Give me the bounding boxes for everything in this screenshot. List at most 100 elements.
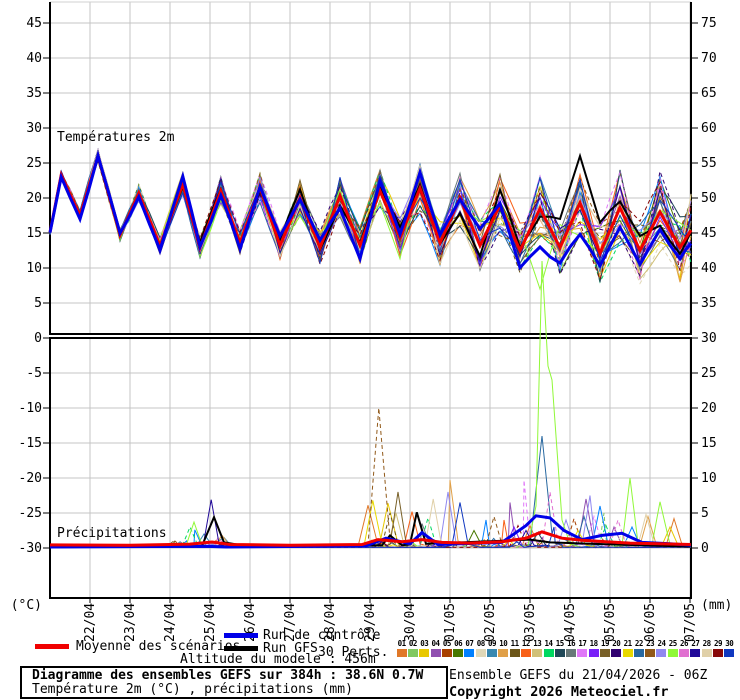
left-tick-label: -15 (19, 436, 42, 451)
right-tick-label: 35 (701, 296, 717, 311)
pert-color-square (430, 649, 441, 657)
right-tick-label: 20 (701, 401, 717, 416)
pert-number: 04 (431, 639, 441, 648)
diagram-title: Diagramme des ensembles GEFS sur 384h : … (32, 668, 424, 683)
pert-swatch-28: 28 (701, 639, 712, 657)
precip-member-10 (49, 480, 691, 548)
pert-color-square (588, 649, 599, 657)
pert-swatch-22: 22 (633, 639, 644, 657)
pert-swatch-18: 18 (588, 639, 599, 657)
pert-color-square (690, 649, 701, 657)
left-tick-label: -5 (26, 366, 42, 381)
pert-swatch-04: 04 (430, 639, 441, 657)
pert-swatch-08: 08 (475, 639, 486, 657)
pert-color-square (419, 649, 430, 657)
left-tick-label: 0 (34, 331, 42, 346)
pert-color-square (487, 649, 498, 657)
diagram-title-box: Diagramme des ensembles GEFS sur 384h : … (20, 666, 448, 699)
pert-number: 05 (442, 639, 452, 648)
pert-color-square (645, 649, 656, 657)
pert-swatch-07: 07 (464, 639, 475, 657)
pert-color-square (712, 649, 723, 657)
pert-color-square (532, 649, 543, 657)
pert-number: 03 (420, 639, 429, 648)
left-axis-unit-label: (°C) (11, 598, 42, 613)
pert-swatch-19: 19 (599, 639, 610, 657)
precip-section-label: Précipitations (57, 526, 167, 541)
right-tick-label: 15 (701, 436, 717, 451)
pert-color-square (453, 649, 464, 657)
pert-number: 29 (713, 639, 723, 648)
x-date-label: 24/04 (163, 603, 178, 642)
pert-number: 28 (702, 639, 712, 648)
legend-mean-label: Moyenne des scénarios (76, 639, 241, 654)
x-date-label: 27/04 (283, 603, 298, 642)
pert-number: 26 (680, 639, 689, 648)
pert-number: 13 (533, 639, 542, 648)
pert-number: 11 (510, 639, 520, 648)
x-date-label: 25/04 (203, 603, 218, 642)
x-date-label: 07/05 (683, 603, 698, 642)
pert-color-square (667, 649, 678, 657)
pert-color-square (554, 649, 565, 657)
pert-number: 06 (454, 639, 463, 648)
pert-number: 25 (668, 639, 678, 648)
pert-swatch-12: 12 (520, 639, 531, 657)
pert-color-square (599, 649, 610, 657)
pert-color-square (633, 649, 644, 657)
pert-swatch-26: 26 (678, 639, 690, 657)
pert-swatch-16: 16 (565, 639, 577, 657)
temp-member-23 (49, 149, 692, 263)
pert-color-square (543, 649, 554, 657)
pert-color-square (520, 649, 531, 657)
x-date-label: 30/04 (403, 603, 418, 642)
left-tick-label: -30 (19, 541, 42, 556)
pert-swatch-13: 13 (532, 639, 543, 657)
left-tick-label: 40 (26, 51, 42, 66)
pert-number: 17 (578, 639, 587, 648)
pert-swatch-25: 25 (667, 639, 678, 657)
x-date-label: 02/05 (483, 603, 498, 642)
left-tick-label: 35 (26, 86, 42, 101)
left-tick-label: -25 (19, 506, 42, 521)
pert-number: 24 (657, 639, 666, 648)
left-tick-label: 10 (26, 261, 42, 276)
temp-control-run (48, 150, 693, 271)
pert-swatch-21: 21 (622, 639, 633, 657)
temp-member-11 (49, 159, 692, 275)
pert-number: 01 (397, 639, 407, 648)
right-axis-unit-label: (mm) (701, 598, 732, 613)
altitude-note: Altitude du modele : 456m (180, 652, 376, 667)
pert-color-square (701, 649, 712, 657)
right-tick-label: 10 (701, 471, 717, 486)
series-lines (48, 147, 693, 550)
precip-gfs-run (49, 512, 691, 549)
pert-swatch-09: 09 (486, 639, 498, 657)
left-tick-label: 15 (26, 226, 42, 241)
pert-swatch-30: 30 (724, 639, 735, 657)
x-date-label: 28/04 (323, 603, 338, 642)
pert-color-square (679, 649, 690, 657)
pert-color-square (498, 649, 509, 657)
pert-swatch-06: 06 (452, 639, 464, 657)
precip-control-run (49, 514, 691, 549)
pert-color-square (475, 649, 486, 657)
pert-swatch-05: 05 (441, 639, 452, 657)
pert-swatch-03: 03 (419, 639, 430, 657)
right-tick-label: 70 (701, 51, 717, 66)
pert-number: 16 (567, 639, 576, 648)
pert-swatch-15: 15 (554, 639, 565, 657)
pert-number: 15 (555, 639, 565, 648)
axis-tick-labels: 454035302520151050-5-10-15-20-25-3075706… (19, 16, 717, 642)
copyright: Copyright 2026 Meteociel.fr (449, 684, 669, 700)
x-date-label: 29/04 (363, 603, 378, 642)
pert-swatch-24: 24 (656, 639, 667, 657)
x-date-label: 01/05 (443, 603, 458, 642)
pert-color-square (407, 649, 418, 657)
run-info: Ensemble GEFS du 21/04/2026 - 06Z (449, 668, 708, 683)
x-date-label: 03/05 (523, 603, 538, 642)
left-tick-label: 20 (26, 191, 42, 206)
pert-number: 27 (691, 639, 700, 648)
x-date-label: 05/05 (603, 603, 618, 642)
x-date-label: 23/04 (123, 603, 138, 642)
